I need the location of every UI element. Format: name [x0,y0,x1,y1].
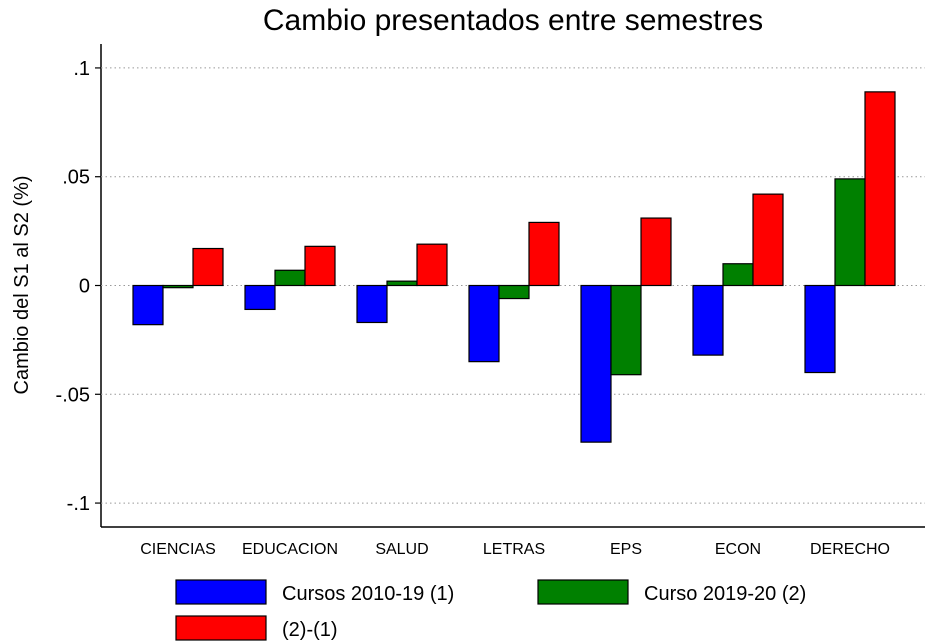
bar [580,284,612,443]
y-tick-label: 0 [79,276,90,298]
legend-label: (2)-(1) [282,619,338,641]
y-tick-label: .05 [62,167,90,189]
x-tick-label: CIENCIAS [140,541,216,558]
x-tick-label: ECON [715,541,761,558]
legend-swatch [537,579,629,605]
bar [416,243,448,287]
bar [132,284,164,326]
chart-title: Cambio presentados entre semestres [263,4,763,37]
bar [162,284,194,289]
bar [640,217,672,287]
legend-swatch [175,579,267,605]
y-tick-label: -.1 [67,493,90,515]
bar [528,221,560,287]
bar [864,91,896,287]
bar [274,269,306,287]
legend-label: Cursos 2010-19 (1) [282,583,454,605]
x-tick-label: EDUCACION [242,541,338,558]
x-tick-label: LETRAS [483,541,545,558]
x-tick-label: DERECHO [810,541,890,558]
x-tick-label: SALUD [375,541,428,558]
legend-swatch [175,615,267,641]
bar [610,284,642,376]
bar [356,284,388,324]
bar [244,284,276,311]
bar [692,284,724,356]
x-tick-label: EPS [610,541,642,558]
bar [804,284,836,374]
bar [498,284,530,300]
bar [304,245,336,287]
bar [192,247,224,287]
y-tick-label: .1 [73,58,90,80]
bar [722,263,754,287]
y-tick-label: -.05 [56,384,90,406]
y-axis-label: Cambio del S1 al S2 (%) [11,176,33,395]
bar [752,193,784,287]
bar [834,178,866,287]
legend-label: Curso 2019-20 (2) [644,583,806,605]
bar [386,280,418,287]
bar [468,284,500,363]
